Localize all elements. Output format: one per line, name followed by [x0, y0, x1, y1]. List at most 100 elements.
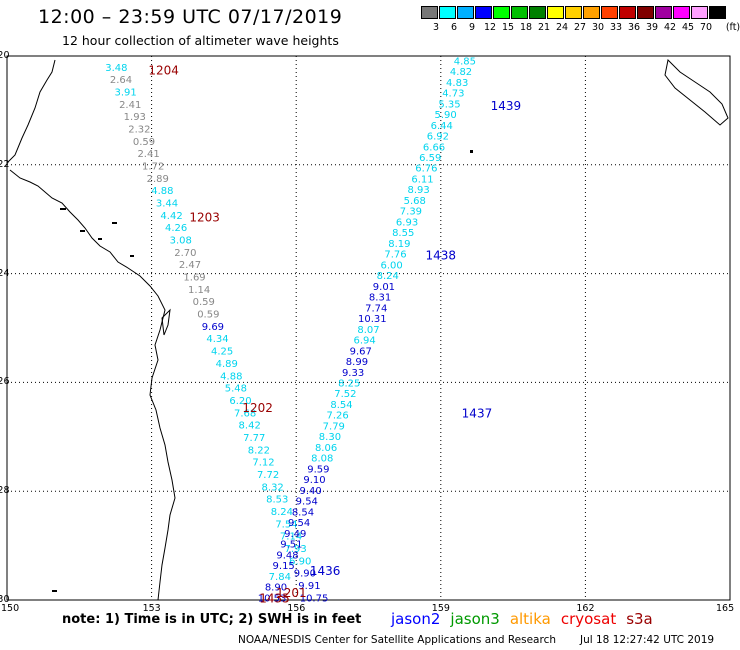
reef-islet — [98, 238, 102, 240]
wave-height-value: 9.90 — [294, 569, 316, 580]
reef-islet — [130, 255, 134, 257]
wave-height-value: 1.72 — [142, 162, 164, 173]
wave-height-value: 9.51 — [280, 540, 302, 551]
wave-height-value: 8.93 — [407, 185, 429, 196]
wave-height-value: 9.15 — [273, 561, 295, 572]
wave-height-value: 4.88 — [151, 186, 173, 197]
wave-height-value: 3.08 — [170, 236, 192, 247]
wave-height-value: 6.44 — [431, 121, 453, 132]
wave-height-value: 6.94 — [354, 336, 376, 347]
colorbar-label: 6 — [450, 22, 458, 33]
new-caledonia-outline — [664, 58, 729, 126]
colorbar-swatch — [691, 6, 708, 19]
wave-height-value: 8.06 — [315, 443, 337, 454]
colorbar-label: 18 — [519, 22, 533, 33]
colorbar-swatch — [619, 6, 636, 19]
wave-height-value: 4.85 — [454, 56, 476, 67]
wave-height-value: 9.54 — [296, 497, 318, 508]
colorbar-label: 24 — [555, 22, 569, 33]
reef-islet — [80, 230, 85, 232]
map-title: 12:00 – 23:59 UTC 07/17/2019 — [38, 6, 343, 28]
colorbar-label: 39 — [645, 22, 659, 33]
colorbar-swatch — [457, 6, 474, 19]
colorbar-swatch — [655, 6, 672, 19]
wave-height-value: 8.42 — [239, 421, 261, 432]
pass-number-label: 1437 — [462, 406, 493, 420]
wave-height-value: 9.48 — [276, 550, 298, 561]
colorbar-swatch — [709, 6, 726, 19]
colorbar-swatch — [547, 6, 564, 19]
wave-height-value: 4.25 — [211, 347, 233, 358]
wave-height-value: 4.73 — [442, 89, 464, 100]
longitude-label: 165 — [716, 603, 735, 614]
wave-height-value: 8.30 — [319, 432, 341, 443]
wave-height-value: 4.34 — [206, 334, 228, 345]
latitude-label: -20 — [0, 50, 10, 61]
colorbar-swatch — [673, 6, 690, 19]
wave-height-value: 8.99 — [346, 357, 368, 368]
wave-height-value: 8.31 — [369, 293, 391, 304]
latitude-label: -28 — [0, 485, 10, 497]
latitude-label: -26 — [0, 376, 10, 388]
wave-height-value: 9.91 — [298, 581, 320, 592]
colorbar-label: 12 — [483, 22, 497, 33]
latitude-label: -24 — [0, 267, 10, 279]
wave-height-value: 7.54 — [275, 519, 297, 530]
colorbar-label: 21 — [537, 22, 551, 33]
footer-credit: NOAA/NESDIS Center for Satellite Applica… — [238, 634, 556, 646]
wave-height-value: 7.72 — [257, 470, 279, 481]
map-subtitle: 12 hour collection of altimeter wave hei… — [62, 33, 339, 48]
colorbar-label: 45 — [681, 22, 695, 33]
wave-height-value: 8.24 — [271, 507, 293, 518]
wave-height-value: 0.59 — [197, 310, 219, 321]
wave-height-value: 7.93 — [285, 544, 307, 555]
wave-height-value: 9.01 — [373, 282, 395, 293]
longitude-label: 156 — [287, 603, 306, 614]
wave-height-value: 6.93 — [396, 217, 418, 228]
pass-number-label: 1201 — [276, 586, 307, 600]
wave-height-value: 4.89 — [216, 359, 238, 370]
pass-number-label: 1203 — [189, 210, 220, 224]
wave-height-value: 1.93 — [124, 112, 146, 123]
wave-height-value: 8.55 — [392, 228, 414, 239]
map-frame — [6, 55, 731, 601]
wave-height-value: 2.70 — [174, 248, 196, 259]
wave-height-value: 10.75 — [300, 593, 329, 604]
satellite-legend-item: jason3 — [450, 610, 500, 628]
wave-height-value: 8.07 — [357, 325, 379, 336]
colorbar-label: 15 — [501, 22, 515, 33]
longitude-label: 159 — [431, 603, 450, 614]
wave-height-value: 4.82 — [450, 67, 472, 78]
wave-height-value: 6.66 — [423, 142, 445, 153]
wave-height-value: 0.59 — [133, 137, 155, 148]
wave-height-value: 5.68 — [404, 196, 426, 207]
reef-islet — [60, 208, 66, 210]
satellite-legend: jason2 jason3 altika cryosat s3a — [391, 610, 663, 628]
wave-height-value: 2.89 — [147, 174, 169, 185]
altimeter-tracks: 3.482.643.912.411.932.320.592.411.722.89… — [105, 56, 476, 604]
wave-height-value: 6.92 — [427, 132, 449, 143]
wave-height-value: 4.42 — [160, 211, 182, 222]
wave-height-value: 7.84 — [269, 572, 291, 583]
wave-height-value: 9.67 — [350, 346, 372, 357]
reef-islands — [52, 150, 473, 592]
reef-islet — [470, 150, 473, 153]
reef-islet — [52, 590, 57, 592]
wave-height-value: 5.90 — [434, 110, 456, 121]
wave-height-value: 2.47 — [179, 260, 201, 271]
wave-height-value: 9.10 — [303, 475, 325, 486]
colorbar-swatch — [511, 6, 528, 19]
legend-note: note: 1) Time is in UTC; 2) SWH is in fe… — [62, 612, 362, 627]
pass-number-label: 1439 — [491, 99, 522, 113]
satellite-legend-item: s3a — [626, 610, 653, 628]
colorbar-label: 9 — [468, 22, 476, 33]
pass-number-label: 1204 — [148, 64, 179, 78]
wave-height-value: 8.19 — [388, 239, 410, 250]
reef-islet — [112, 222, 117, 224]
footer-timestamp: Jul 18 12:27:42 UTC 2019 — [580, 634, 715, 646]
wave-height-value: 7.12 — [252, 458, 274, 469]
wave-height-value: 5.48 — [225, 384, 247, 395]
wave-height-value: 6.00 — [381, 260, 403, 271]
wave-height-value: 10.53 — [258, 593, 287, 604]
